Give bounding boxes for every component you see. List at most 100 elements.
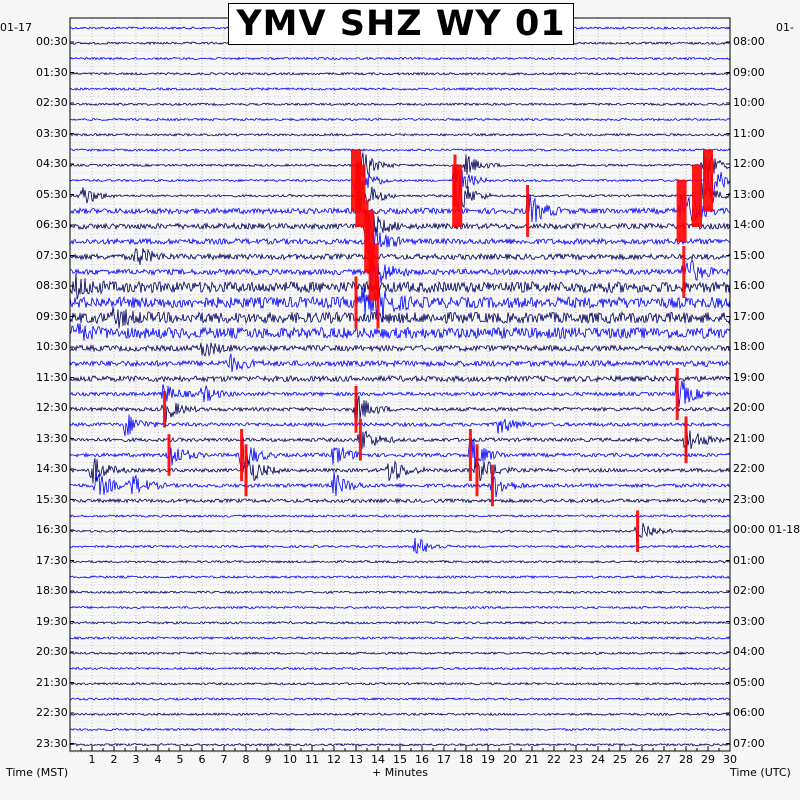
- trace-row: [69, 306, 731, 329]
- trace-row: [69, 132, 731, 137]
- left-time-label: 19:30: [36, 614, 68, 628]
- trace-row: [69, 213, 731, 245]
- clipped-event-mark: [358, 418, 362, 461]
- trace-row: [69, 117, 731, 122]
- x-tick-label: 12: [327, 753, 341, 766]
- trace-row: [69, 559, 731, 564]
- left-time-label: 01:30: [36, 65, 68, 79]
- clipped-event-mark: [163, 391, 167, 428]
- x-tick-label: 10: [283, 753, 297, 766]
- trace-row: [69, 276, 731, 322]
- date-label-right: 01-: [776, 21, 794, 34]
- trace-row: [69, 193, 731, 223]
- x-tick-label: 14: [371, 753, 385, 766]
- x-tick-label: 17: [437, 753, 451, 766]
- seismic-traces: [69, 25, 731, 747]
- trace-row: [69, 219, 731, 256]
- right-time-label: 19:00: [733, 370, 765, 384]
- clipped-event-mark: [368, 243, 379, 301]
- left-time-label: 08:30: [36, 279, 68, 292]
- x-tick-label: 16: [415, 753, 429, 766]
- right-time-label: 00:00 01-18: [733, 523, 800, 536]
- trace-row: [69, 150, 731, 180]
- left-time-label: 22:30: [36, 706, 68, 719]
- right-time-label: 03:00: [733, 614, 765, 628]
- trace-row: [69, 523, 731, 543]
- right-time-label: 11:00: [733, 126, 765, 140]
- clipped-event-mark: [692, 164, 702, 227]
- clipped-event-mark: [490, 464, 494, 507]
- trace-row: [69, 353, 731, 372]
- left-time-label: 05:30: [36, 187, 68, 201]
- clipped-event-mark: [675, 368, 679, 420]
- right-time-label: 04:00: [733, 645, 765, 658]
- trace-row: [69, 392, 731, 424]
- right-time-label: 09:00: [733, 65, 765, 79]
- trace-row: [69, 590, 731, 595]
- left-time-label: 00:30: [36, 35, 68, 48]
- x-tick-label: 19: [481, 753, 495, 766]
- right-time-label: 10:00: [733, 96, 765, 109]
- x-tick-label: 28: [679, 753, 693, 766]
- trace-row: [69, 727, 731, 732]
- x-tick-label: 27: [657, 753, 671, 766]
- chart-title: YMV SHZ WY 01: [236, 4, 566, 44]
- x-tick-label: 1: [88, 753, 96, 766]
- right-time-label: 23:00: [733, 492, 765, 506]
- trace-row: [69, 436, 731, 470]
- trace-row: [69, 148, 731, 152]
- right-time-label: 06:00: [733, 706, 765, 719]
- trace-row: [69, 681, 731, 686]
- clipped-event-mark: [682, 246, 686, 298]
- trace-row: [69, 159, 731, 196]
- clipped-event-mark: [636, 510, 640, 552]
- x-tick-label: 21: [525, 753, 539, 766]
- right-time-label: 02:00: [733, 584, 765, 597]
- clipped-event-mark: [526, 185, 530, 237]
- clipped-event-mark: [244, 444, 248, 497]
- clipped-event-mark: [354, 385, 358, 433]
- trace-row: [69, 380, 731, 408]
- left-time-label: 12:30: [36, 401, 68, 414]
- x-axis-ticks: [69, 41, 731, 751]
- x-tick-label: 25: [613, 753, 627, 766]
- clipped-event-mark: [364, 210, 375, 273]
- x-tick-label: 11: [305, 753, 319, 766]
- x-tick-label: 29: [701, 753, 715, 766]
- right-time-label: 22:00: [733, 462, 765, 475]
- x-tick-label: 6: [198, 753, 206, 766]
- trace-row: [69, 666, 731, 671]
- trace-row: [69, 342, 731, 357]
- x-tick-label: 18: [459, 753, 473, 766]
- clipped-event-mark: [376, 276, 380, 329]
- clipped-event-mark: [240, 429, 244, 481]
- trace-row: [69, 651, 731, 656]
- clipped-event-mark: [354, 276, 358, 329]
- x-tick-label: 30: [723, 753, 737, 766]
- right-time-label: 17:00: [733, 309, 765, 323]
- x-label-left: Time (MST): [6, 766, 69, 779]
- trace-row: [69, 620, 731, 625]
- trace-row: [69, 71, 731, 76]
- left-time-label: 17:30: [36, 553, 68, 567]
- clipped-event-mark: [684, 416, 688, 464]
- x-tick-label: 26: [635, 753, 649, 766]
- trace-row: [69, 537, 731, 554]
- left-time-label: 11:30: [36, 370, 68, 384]
- right-time-label: 05:00: [733, 675, 765, 689]
- right-time-label: 08:00: [733, 35, 765, 48]
- trace-row: [69, 636, 731, 640]
- right-time-label: 18:00: [733, 340, 765, 353]
- x-label-right: Time (UTC): [730, 766, 791, 779]
- clipped-event-mark: [676, 179, 687, 243]
- trace-row: [69, 180, 731, 218]
- trace-row: [69, 605, 731, 610]
- trace-row: [69, 414, 731, 437]
- x-tick-label: 20: [503, 753, 517, 766]
- left-time-label: 04:30: [36, 157, 68, 170]
- x-tick-label: 3: [132, 753, 140, 766]
- trace-row: [69, 323, 731, 341]
- x-tick-label: 23: [569, 753, 583, 766]
